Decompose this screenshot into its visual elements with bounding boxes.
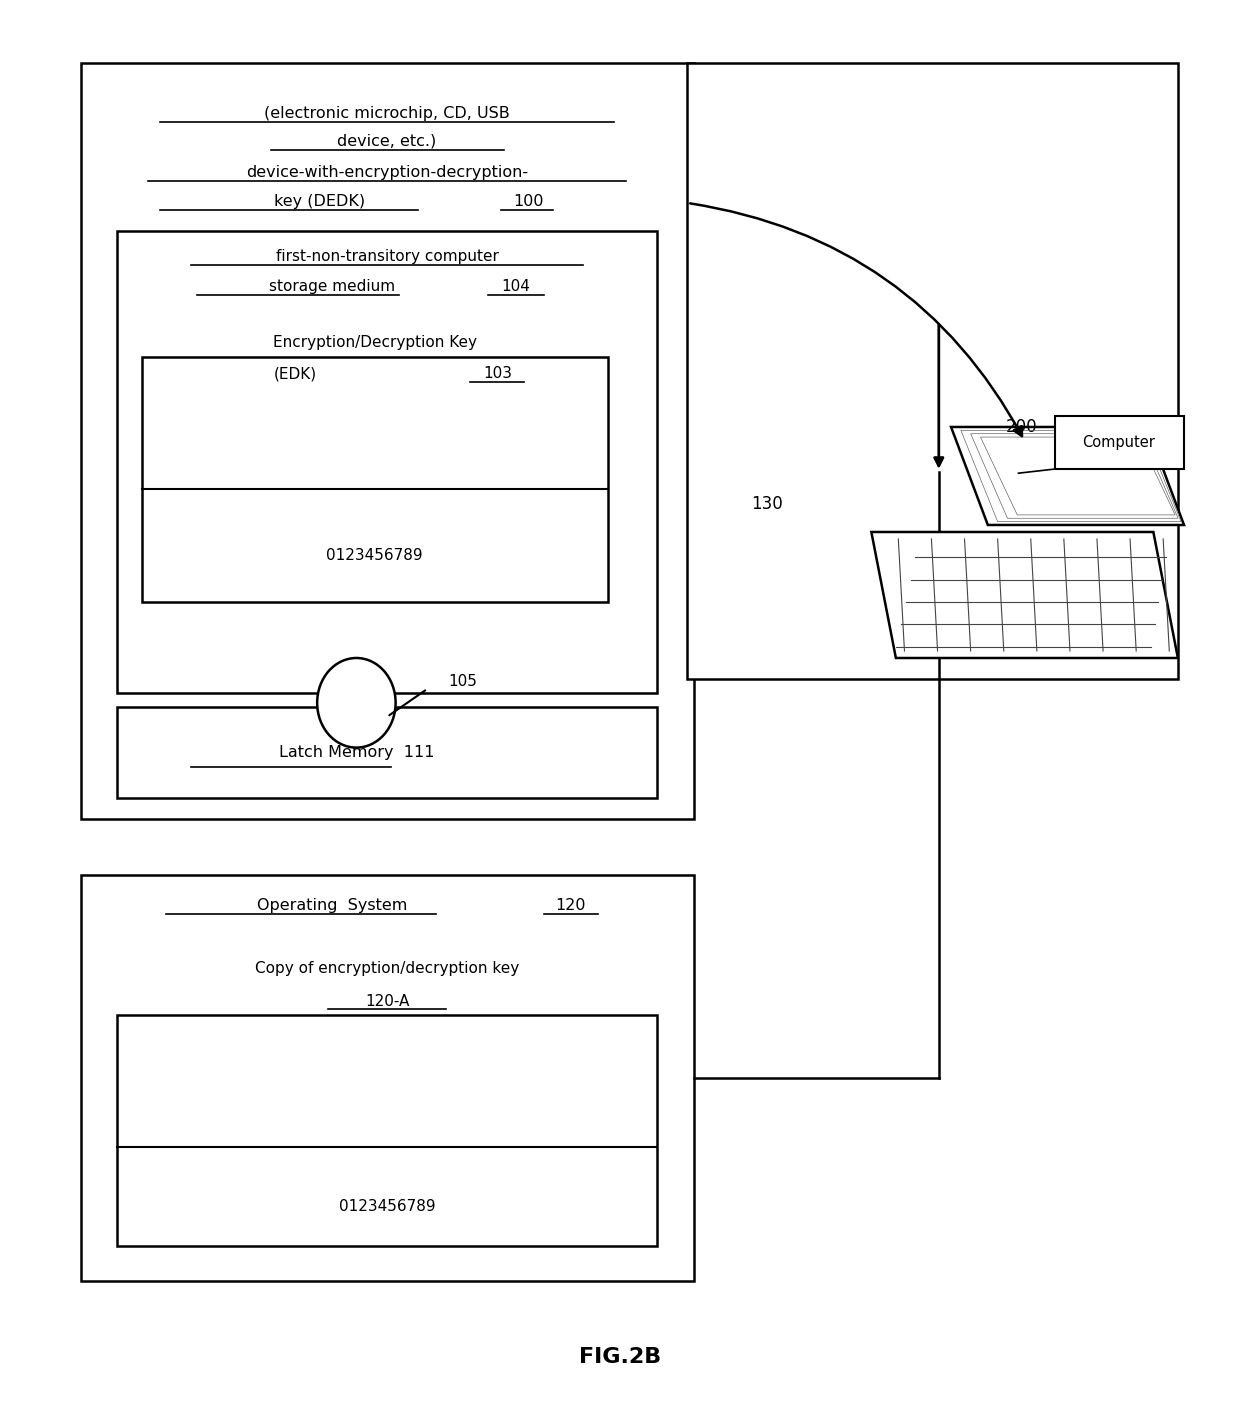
- Text: 120-A: 120-A: [365, 994, 409, 1008]
- Text: device-with-encryption-decryption-: device-with-encryption-decryption-: [246, 164, 528, 180]
- Text: 130: 130: [751, 495, 782, 513]
- Text: key (DEDK): key (DEDK): [274, 194, 365, 209]
- FancyBboxPatch shape: [118, 230, 657, 693]
- Text: Computer: Computer: [1083, 436, 1156, 450]
- Circle shape: [317, 658, 396, 748]
- Text: FIG.2B: FIG.2B: [579, 1346, 661, 1367]
- FancyBboxPatch shape: [81, 64, 693, 819]
- Text: Latch Memory  111: Latch Memory 111: [279, 745, 434, 759]
- Text: (electronic microchip, CD, USB: (electronic microchip, CD, USB: [264, 106, 510, 120]
- Text: first-non-transitory computer: first-non-transitory computer: [275, 249, 498, 263]
- FancyArrowPatch shape: [691, 204, 1022, 436]
- FancyBboxPatch shape: [687, 64, 1178, 679]
- Text: Operating  System: Operating System: [257, 898, 407, 913]
- Text: 200: 200: [1006, 419, 1038, 436]
- FancyBboxPatch shape: [81, 875, 693, 1281]
- Text: 100: 100: [513, 194, 543, 209]
- Text: storage medium: storage medium: [269, 280, 394, 294]
- Text: Copy of encryption/decryption key: Copy of encryption/decryption key: [255, 962, 520, 976]
- Text: 0123456789: 0123456789: [326, 549, 423, 563]
- Text: device, etc.): device, etc.): [337, 134, 436, 148]
- Text: 103: 103: [482, 366, 512, 382]
- Text: 105: 105: [449, 674, 477, 689]
- Text: 104: 104: [501, 280, 531, 294]
- Text: Encryption/Decryption Key: Encryption/Decryption Key: [273, 335, 476, 351]
- Polygon shape: [872, 532, 1178, 658]
- FancyBboxPatch shape: [118, 707, 657, 797]
- Text: 120: 120: [556, 898, 587, 913]
- FancyBboxPatch shape: [1055, 416, 1184, 469]
- Text: (EDK): (EDK): [274, 366, 316, 382]
- Text: 0123456789: 0123456789: [339, 1199, 435, 1215]
- FancyBboxPatch shape: [118, 1015, 657, 1246]
- FancyBboxPatch shape: [141, 356, 608, 602]
- Polygon shape: [951, 427, 1184, 525]
